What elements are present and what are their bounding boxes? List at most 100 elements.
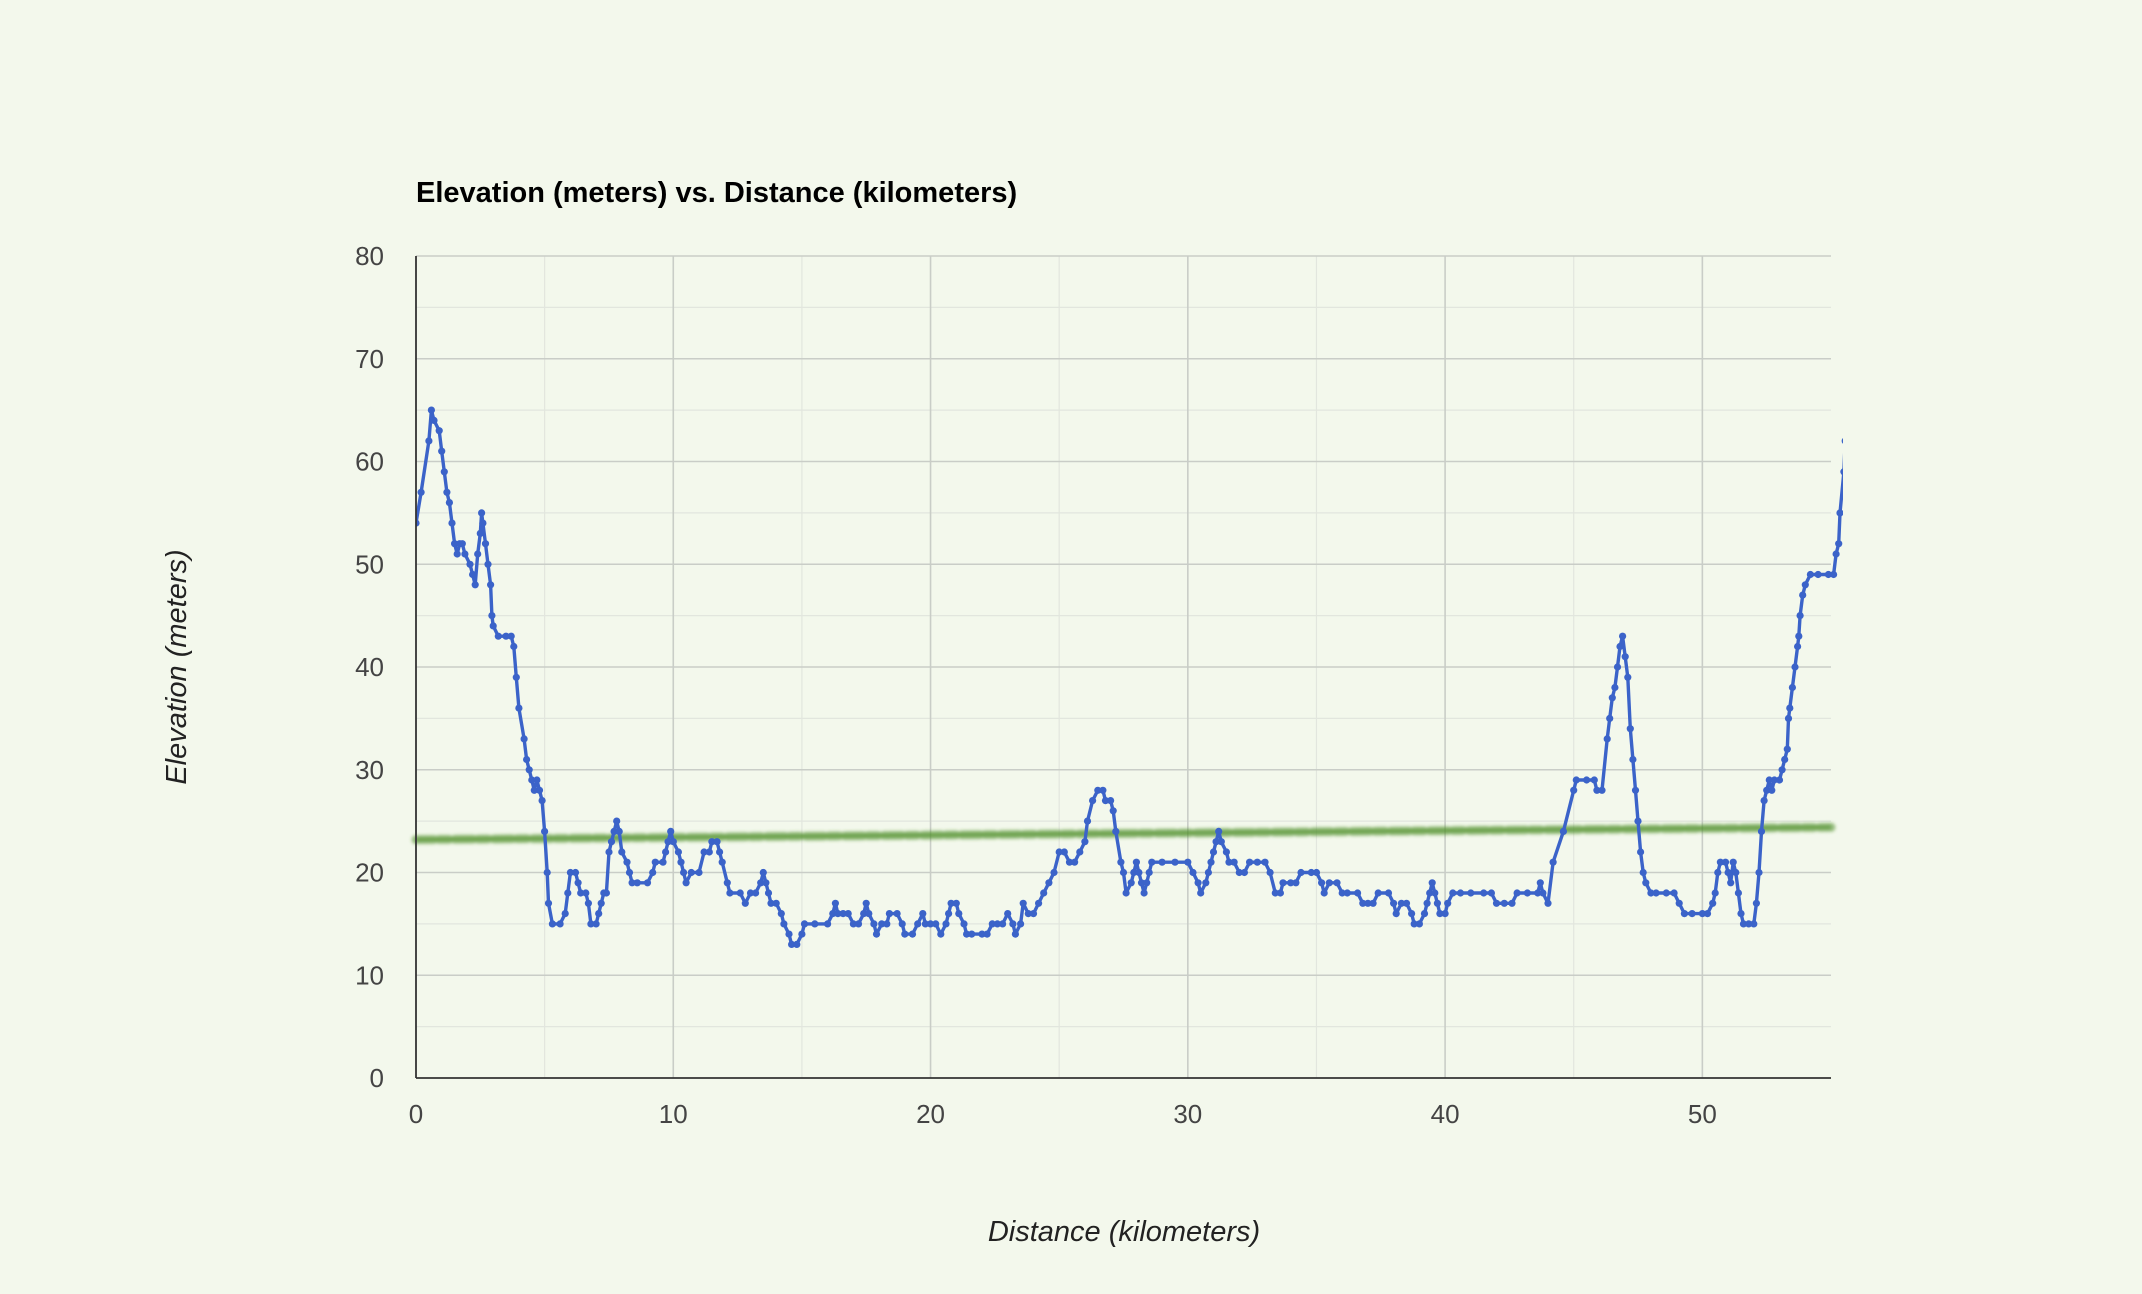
- data-point: [1480, 889, 1488, 897]
- data-point: [1889, 530, 1896, 537]
- data-point: [860, 910, 868, 918]
- y-tick-label: 60: [355, 447, 384, 477]
- data-point: [1390, 899, 1398, 907]
- data-point: [1835, 540, 1843, 548]
- data-point: [1879, 468, 1886, 475]
- data-point: [1065, 858, 1074, 866]
- data-point: [574, 879, 582, 887]
- data-point: [1536, 879, 1544, 887]
- data-point: [1755, 868, 1763, 877]
- data-point: [1045, 879, 1053, 887]
- data-point: [1467, 889, 1475, 897]
- data-point: [1856, 324, 1863, 331]
- data-point: [544, 899, 553, 907]
- data-point: [1727, 879, 1735, 887]
- data-point: [448, 519, 456, 527]
- data-point: [945, 910, 953, 918]
- data-point: [1140, 889, 1148, 897]
- data-point: [548, 920, 557, 928]
- data-point: [716, 848, 724, 856]
- data-point: [1109, 807, 1117, 815]
- data-point: [1508, 899, 1516, 907]
- data-point: [667, 827, 675, 836]
- data-point: [1487, 889, 1495, 897]
- data-point: [824, 920, 832, 928]
- data-point: [1836, 509, 1843, 517]
- data-point: [955, 910, 963, 918]
- data-point: [1624, 673, 1632, 681]
- data-point: [1423, 899, 1431, 907]
- data-point: [1197, 889, 1205, 897]
- data-point: [1171, 858, 1179, 866]
- data-point: [610, 827, 618, 836]
- x-tick-label: 50: [1688, 1099, 1717, 1129]
- data-point: [983, 930, 991, 938]
- data-point: [1830, 570, 1838, 579]
- data-point: [700, 848, 708, 856]
- data-point: [829, 910, 837, 918]
- data-point: [988, 920, 996, 928]
- data-point: [1788, 683, 1796, 692]
- data-point: [1716, 858, 1724, 866]
- data-point: [839, 910, 847, 918]
- data-point: [1786, 704, 1794, 712]
- data-point: [968, 930, 976, 938]
- data-point: [705, 848, 713, 856]
- data-point: [1029, 910, 1038, 918]
- x-tick-label: 0: [409, 1099, 423, 1129]
- data-point: [726, 889, 734, 897]
- data-point: [1359, 899, 1367, 907]
- data-point: [1770, 776, 1778, 784]
- data-point: [1081, 838, 1089, 846]
- data-point: [440, 468, 448, 476]
- data-point: [1035, 899, 1043, 907]
- data-point: [1840, 468, 1843, 476]
- data-point: [1040, 889, 1048, 897]
- data-point: [523, 755, 531, 764]
- data-point: [1675, 899, 1683, 907]
- data-point: [662, 848, 670, 856]
- data-point: [1757, 827, 1766, 836]
- data-point: [767, 899, 775, 907]
- data-point: [458, 540, 466, 548]
- data-point: [1814, 570, 1822, 579]
- data-point: [1222, 848, 1230, 856]
- data-point: [664, 838, 672, 846]
- data-point: [1431, 889, 1439, 897]
- data-point: [520, 735, 528, 743]
- y-tick-label: 20: [355, 858, 384, 888]
- data-point: [1338, 889, 1346, 897]
- data-point: [993, 920, 1002, 928]
- data-point: [1276, 889, 1284, 897]
- data-point: [1637, 848, 1645, 856]
- data-point: [1703, 910, 1712, 918]
- data-point: [1629, 755, 1637, 764]
- data-point: [878, 920, 886, 928]
- data-point: [1101, 797, 1110, 805]
- data-point: [607, 838, 616, 846]
- data-point: [525, 766, 533, 774]
- data-point: [1721, 858, 1730, 866]
- data-point: [893, 910, 901, 918]
- data-point: [538, 797, 546, 805]
- data-point: [438, 447, 446, 455]
- data-point: [1801, 581, 1809, 589]
- data-point: [885, 910, 894, 918]
- data-point: [1626, 725, 1634, 733]
- data-point: [1500, 899, 1508, 907]
- data-point: [785, 930, 793, 938]
- data-point: [1184, 858, 1192, 866]
- data-point: [466, 560, 474, 568]
- data-point: [430, 416, 438, 424]
- data-point: [978, 930, 986, 938]
- data-point: [1297, 868, 1305, 877]
- data-point: [723, 879, 731, 887]
- data-point: [1271, 889, 1279, 897]
- data-point: [1763, 786, 1771, 794]
- data-point: [1874, 417, 1881, 424]
- data-point: [474, 550, 482, 558]
- data-point: [512, 673, 520, 681]
- data-point: [736, 889, 744, 897]
- data-point: [741, 899, 749, 907]
- data-point: [1642, 879, 1650, 887]
